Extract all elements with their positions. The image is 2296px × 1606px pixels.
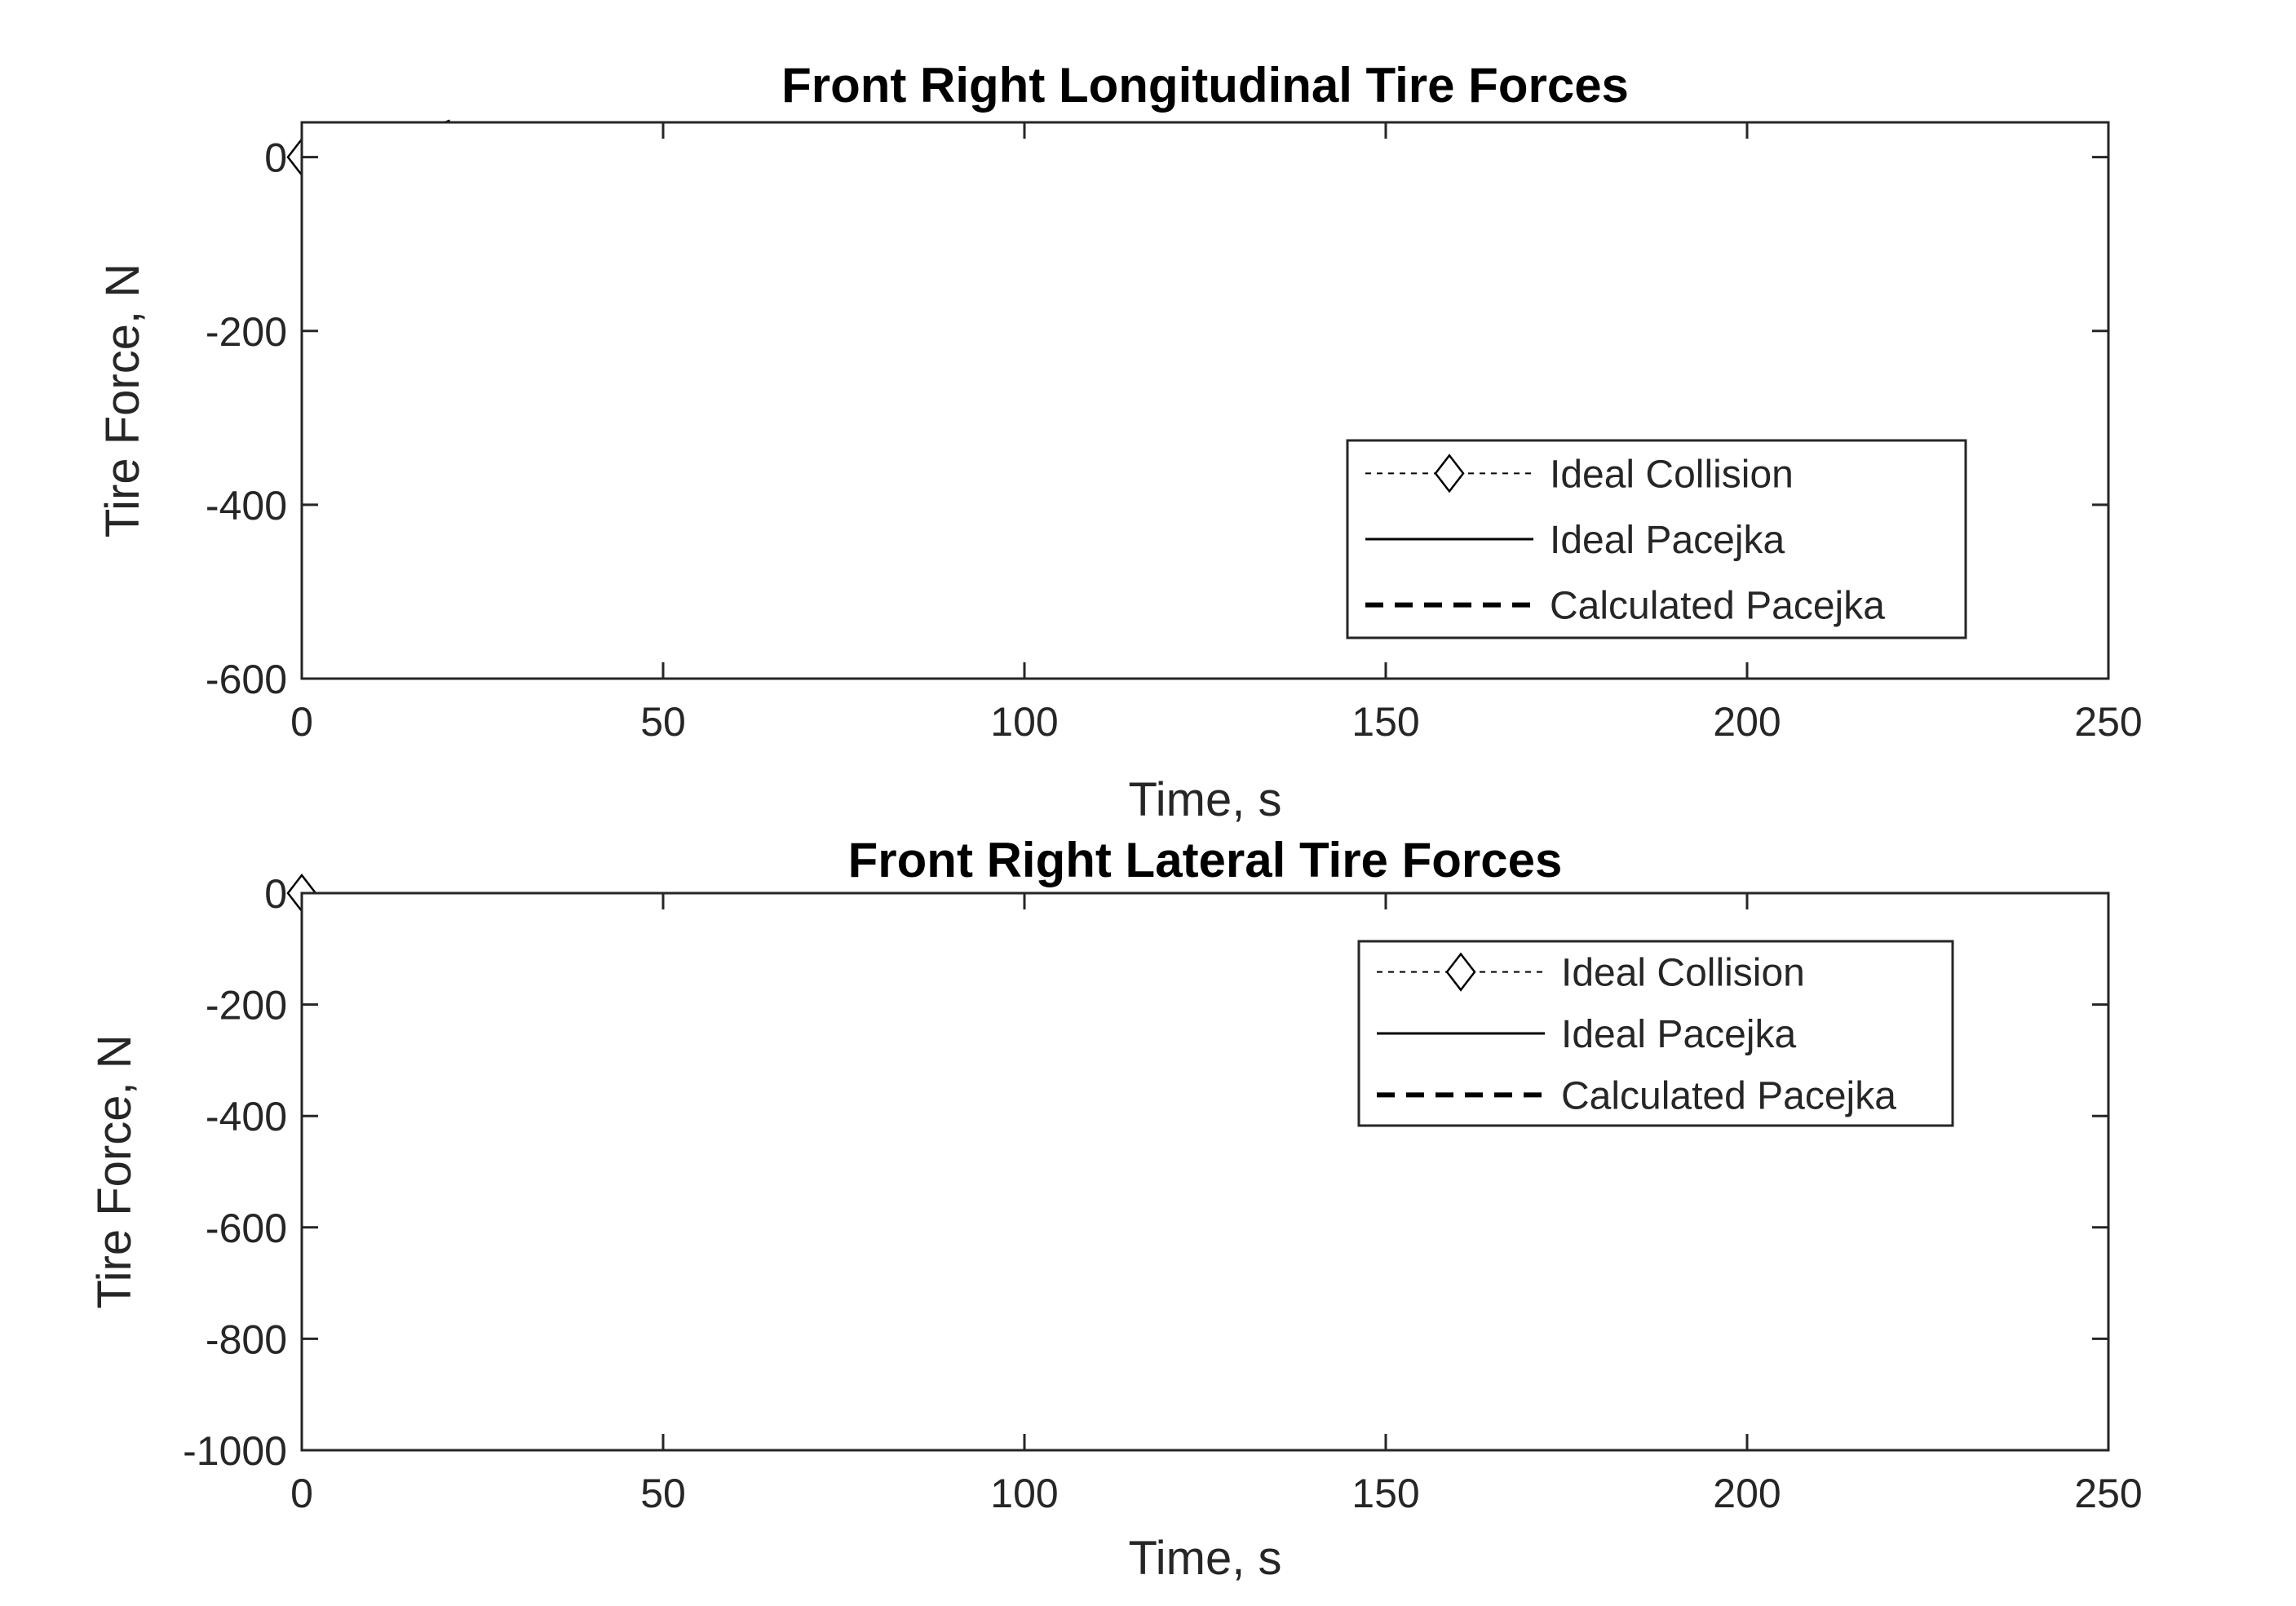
x-tick-label: 0: [290, 699, 313, 745]
y-tick-label: 0: [264, 135, 287, 181]
y-tick-label: -400: [206, 483, 287, 529]
legend-entry-label: Ideal Collision: [1550, 453, 1794, 496]
legend-entry-label: Ideal Pacejka: [1561, 1013, 1796, 1056]
legend-entry-label: Ideal Collision: [1561, 952, 1805, 995]
y-tick-label: -400: [206, 1094, 287, 1139]
y-tick-label: -600: [206, 657, 287, 702]
x-tick-label: 150: [1351, 1471, 1419, 1516]
y-tick-label: 0: [264, 871, 287, 917]
y-axis-label: Tire Force, N: [88, 1034, 141, 1308]
y-tick-label: -1000: [183, 1428, 287, 1474]
x-tick-label: 200: [1713, 699, 1781, 745]
x-axis-label: Time, s: [1129, 1532, 1282, 1585]
x-tick-label: 250: [2074, 699, 2142, 745]
x-tick-label: 100: [990, 699, 1058, 745]
x-tick-label: 200: [1713, 1471, 1781, 1516]
legend: Ideal Collision Ideal Pacejka Calculated P…: [1346, 439, 1967, 639]
x-axis-label: Time, s: [1129, 773, 1282, 826]
legend-entry-label: Ideal Pacejka: [1550, 519, 1785, 562]
legend-diamond-marker: [1434, 453, 1465, 493]
longitudinal-chart: 0 50 100 150 200 250 -600 -400 -200 0 Front Right …: [96, 58, 2143, 826]
x-tick-label: 150: [1351, 699, 1419, 745]
y-tick-label: -200: [206, 983, 287, 1029]
x-tick-label: 100: [990, 1471, 1058, 1516]
legend-diamond-marker: [1445, 952, 1476, 992]
y-tick-label: -800: [206, 1316, 287, 1362]
chart-title: Front Right Lateral Tire Forces: [848, 833, 1563, 887]
x-tick-label: 250: [2074, 1471, 2142, 1516]
y-tick-label: -600: [206, 1206, 287, 1251]
legend-entry-label: Calculated Pacejka: [1550, 585, 1885, 628]
lateral-chart: 0 50 100 150 200 250 -1000 -800 -600 -400 -200 0 Fro…: [88, 833, 2143, 1585]
legend: Ideal Collision Ideal Pacejka Calculated P…: [1357, 940, 1954, 1127]
y-axis-label: Tire Force, N: [96, 263, 149, 538]
x-tick-label: 0: [290, 1471, 313, 1516]
y-tick-label: -200: [206, 309, 287, 355]
legend-entry-label: Calculated Pacejka: [1561, 1074, 1896, 1117]
chart-title: Front Right Longitudinal Tire Forces: [781, 58, 1629, 113]
x-tick-label: 50: [640, 699, 686, 745]
x-tick-label: 50: [640, 1471, 686, 1516]
